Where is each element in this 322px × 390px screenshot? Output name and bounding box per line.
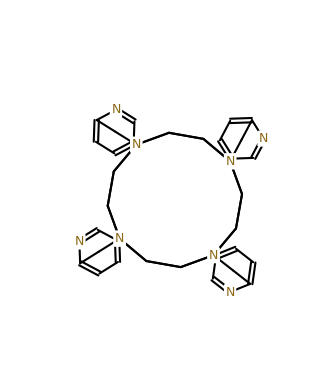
Text: N: N [115,232,124,245]
Text: N: N [209,249,218,262]
Text: N: N [75,235,84,248]
Text: N: N [111,103,121,116]
Text: N: N [225,155,235,168]
Text: N: N [131,138,141,151]
Text: N: N [131,138,141,151]
Text: N: N [259,132,268,145]
Text: N: N [209,249,218,262]
Text: N: N [225,155,235,168]
Text: N: N [115,232,124,245]
Text: N: N [225,285,235,298]
